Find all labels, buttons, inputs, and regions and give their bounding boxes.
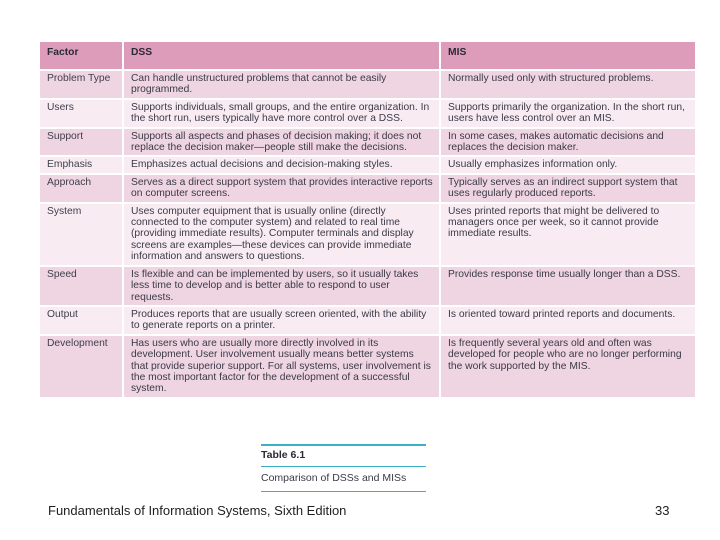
table-row: Users Supports individuals, small groups… xyxy=(38,97,697,129)
table-caption: Table 6.1 Comparison of DSSs and MISs xyxy=(261,444,426,492)
dss-cell: Can handle unstructured problems that ca… xyxy=(122,69,441,100)
footer-book-title: Fundamentals of Information Systems, Six… xyxy=(48,503,347,518)
dss-cell: Is flexible and can be implemented by us… xyxy=(122,264,441,307)
caption-title: Comparison of DSSs and MISs xyxy=(261,472,407,484)
dss-cell: Supports individuals, small groups, and … xyxy=(122,97,441,129)
factor-cell: Support xyxy=(38,126,124,158)
dss-cell: Produces reports that are usually screen… xyxy=(122,304,441,336)
table-row: Development Has users who are usually mo… xyxy=(38,333,697,399)
table-row: Output Produces reports that are usually… xyxy=(38,304,697,336)
mis-cell: Normally used only with structured probl… xyxy=(439,69,697,100)
comparison-table-container: Factor DSS MIS Problem Type Can handle u… xyxy=(38,40,697,430)
mis-cell: Is frequently several years old and ofte… xyxy=(439,333,697,399)
table-row: Approach Serves as a direct support syst… xyxy=(38,172,697,204)
mis-cell: Is oriented toward printed reports and d… xyxy=(439,304,697,336)
factor-cell: System xyxy=(38,201,124,267)
table-row: Support Supports all aspects and phases … xyxy=(38,126,697,158)
table-row: Problem Type Can handle unstructured pro… xyxy=(38,69,697,100)
caption-divider xyxy=(261,466,426,467)
caption-label: Table 6.1 xyxy=(261,449,306,461)
table-row: Emphasis Emphasizes actual decisions and… xyxy=(38,155,697,175)
factor-cell: Approach xyxy=(38,172,124,204)
dss-cell: Has users who are usually more directly … xyxy=(122,333,441,399)
factor-cell: Emphasis xyxy=(38,155,124,175)
mis-cell: Usually emphasizes information only. xyxy=(439,155,697,175)
factor-cell: Speed xyxy=(38,264,124,307)
dss-cell: Supports all aspects and phases of decis… xyxy=(122,126,441,158)
factor-cell: Problem Type xyxy=(38,69,124,100)
mis-cell: Typically serves as an indirect support … xyxy=(439,172,697,204)
factor-cell: Users xyxy=(38,97,124,129)
mis-cell: Uses printed reports that might be deliv… xyxy=(439,201,697,267)
table-row: System Uses computer equipment that is u… xyxy=(38,201,697,267)
dss-cell: Serves as a direct support system that p… xyxy=(122,172,441,204)
footer-page-number: 33 xyxy=(655,503,670,518)
factor-cell: Output xyxy=(38,304,124,336)
dss-cell: Uses computer equipment that is usually … xyxy=(122,201,441,267)
mis-cell: In some cases, makes automatic decisions… xyxy=(439,126,697,158)
header-dss: DSS xyxy=(122,40,441,71)
mis-cell: Provides response time usually longer th… xyxy=(439,264,697,307)
dss-cell: Emphasizes actual decisions and decision… xyxy=(122,155,441,175)
comparison-table: Factor DSS MIS Problem Type Can handle u… xyxy=(38,40,697,399)
factor-cell: Development xyxy=(38,333,124,399)
header-factor: Factor xyxy=(38,40,124,71)
mis-cell: Supports primarily the organization. In … xyxy=(439,97,697,129)
table-header-row: Factor DSS MIS xyxy=(38,40,697,71)
table-row: Speed Is flexible and can be implemented… xyxy=(38,264,697,307)
header-mis: MIS xyxy=(439,40,697,71)
